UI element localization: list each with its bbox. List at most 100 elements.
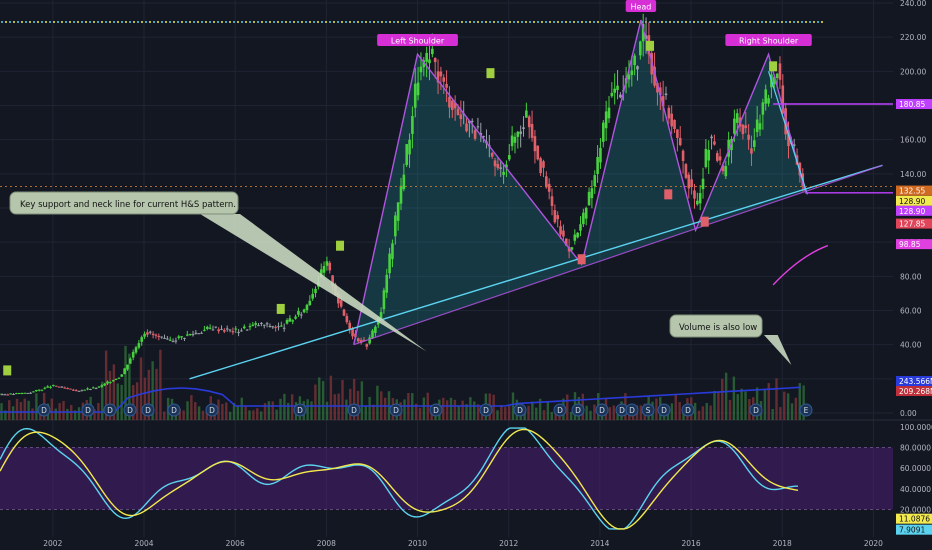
top-dot <box>337 21 339 23</box>
top-dot <box>81 21 83 23</box>
top-dot <box>221 21 223 23</box>
volume-bar <box>236 405 240 420</box>
level-tag-text: 128.90 <box>899 197 925 206</box>
top-dot <box>669 21 671 23</box>
top-dot <box>769 21 771 23</box>
candle-body <box>522 127 525 129</box>
candle-body <box>157 335 161 337</box>
candle-body <box>385 274 389 293</box>
candle-body <box>26 392 30 394</box>
volume-bar <box>287 402 290 420</box>
candle-body <box>402 174 406 190</box>
candle-body <box>513 136 517 143</box>
top-dot <box>509 21 511 23</box>
volume-bar <box>263 403 267 420</box>
candle-body <box>399 185 403 204</box>
candle-body <box>607 107 611 119</box>
event-letter: D <box>433 406 439 415</box>
top-dot <box>793 21 795 23</box>
candle-body <box>311 293 314 299</box>
candle-body <box>17 393 21 395</box>
volume-bar <box>709 405 712 420</box>
volume-bar <box>290 394 294 420</box>
event-letter: S <box>646 406 651 415</box>
volume-bar <box>283 393 286 420</box>
candle-body <box>77 390 81 392</box>
level-tag: 98.85 <box>896 239 932 250</box>
volume-bar <box>376 385 379 420</box>
candle-body <box>362 339 366 341</box>
top-dot <box>697 21 699 23</box>
candle-body <box>342 309 346 316</box>
event-marker: D <box>293 403 307 417</box>
candle-body <box>681 150 685 161</box>
volume-bar <box>93 409 96 420</box>
volume-bar <box>461 400 464 420</box>
top-dot <box>757 21 759 23</box>
top-dot <box>465 21 467 23</box>
candle-body <box>602 122 605 142</box>
top-dot <box>61 21 63 23</box>
top-dot <box>229 21 231 23</box>
volume-bar <box>101 381 104 420</box>
top-dot <box>441 21 443 23</box>
volume-bar <box>612 405 615 420</box>
price-tick-label: 140.00 <box>900 170 926 179</box>
sell-flag <box>577 254 586 265</box>
event-marker: D <box>681 403 695 417</box>
top-dot <box>533 21 535 23</box>
top-dot <box>461 21 463 23</box>
event-letter: D <box>599 406 605 415</box>
volume-bar <box>790 403 794 420</box>
volume-bar <box>77 407 81 420</box>
top-dot <box>205 21 207 23</box>
price-tick-label: 0.00 <box>900 409 917 418</box>
candle-body <box>653 66 656 86</box>
top-dot <box>761 21 763 23</box>
event-letter: D <box>393 406 399 415</box>
candle-body <box>109 382 112 384</box>
event-marker: D <box>37 403 51 417</box>
candle-body <box>542 161 545 168</box>
candle-body <box>123 368 126 375</box>
top-dot <box>629 21 631 23</box>
candle-body <box>220 328 223 330</box>
top-dot <box>333 21 335 23</box>
top-dot <box>269 21 271 23</box>
candle-body <box>314 288 317 294</box>
candle-body <box>733 118 736 134</box>
top-dot <box>141 21 143 23</box>
candle-body <box>758 123 762 130</box>
top-dot <box>713 21 715 23</box>
event-marker: D <box>167 403 181 417</box>
top-dot <box>753 21 755 23</box>
top-dot <box>437 21 439 23</box>
top-dot <box>349 21 351 23</box>
volume-bar <box>786 393 790 420</box>
volume-bar <box>112 364 116 420</box>
level-tag: 127.85 <box>896 218 932 229</box>
volume-bar <box>159 349 162 420</box>
event-circle <box>389 403 403 417</box>
candle-body <box>248 326 252 328</box>
candle-body <box>507 155 511 160</box>
candle-body <box>747 134 750 140</box>
top-dot <box>369 21 371 23</box>
volume-bar <box>217 399 220 420</box>
top-dot <box>37 21 39 23</box>
top-dot <box>505 21 507 23</box>
event-circle <box>347 403 361 417</box>
callout-pointer <box>764 335 792 365</box>
event-marker: S <box>641 403 655 417</box>
volume-bar <box>128 353 131 420</box>
candle-body <box>177 336 181 338</box>
candle-body <box>351 328 354 337</box>
top-dot <box>305 21 307 23</box>
candle-body <box>97 386 101 388</box>
candle-body <box>656 83 659 93</box>
candle-body <box>676 129 679 138</box>
candle-body <box>319 269 323 278</box>
candle-body <box>242 326 246 329</box>
candle-body <box>382 290 386 310</box>
